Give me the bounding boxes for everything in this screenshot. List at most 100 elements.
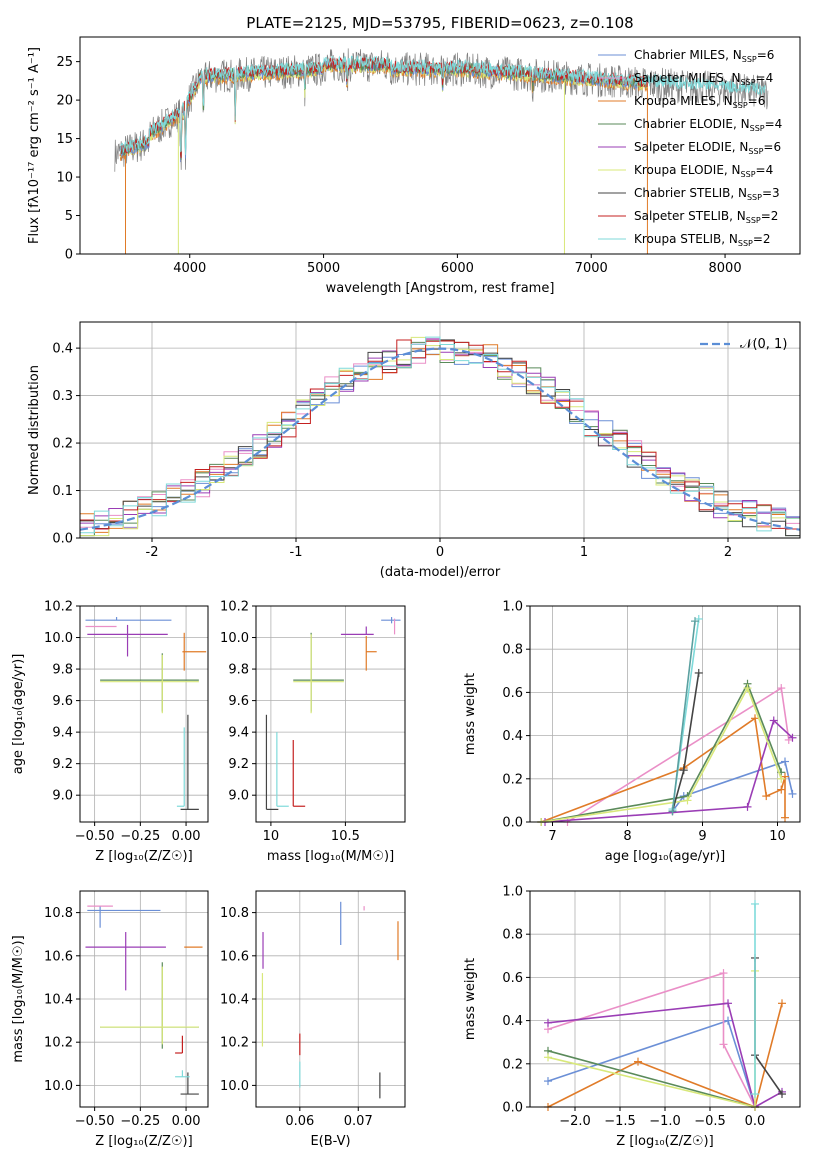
- x-axis-label: E(B-V): [310, 1134, 350, 1149]
- x-tick-label: 8: [623, 829, 631, 844]
- axes-frame: [79, 605, 209, 823]
- y-tick-label: 0: [65, 248, 73, 263]
- x-tick-label: 0.0: [745, 1114, 766, 1129]
- y-tick-label: 20: [56, 94, 73, 109]
- y-tick-label: 9.2: [228, 757, 249, 772]
- x-tick-label: 2: [724, 545, 732, 560]
- y-axis-label: mass [log₁₀(M/M☉)]: [11, 935, 26, 1062]
- y-tick-label: 9.0: [52, 789, 73, 804]
- weight-line: [547, 1003, 783, 1109]
- x-tick-label: −1.0: [649, 1114, 681, 1129]
- weight-line: [547, 1002, 783, 1109]
- x-axis-label: Z [log₁₀(Z/Z☉)]: [95, 1134, 192, 1149]
- panel-0: [76, 61, 726, 258]
- y-tick-label: 0.0: [502, 1101, 523, 1116]
- y-tick-label: 10.8: [44, 906, 73, 921]
- panel-5: [76, 891, 208, 1111]
- x-tick-label: 0.06: [285, 1114, 314, 1129]
- chart-title: PLATE=2125, MJD=53795, FIBERID=0623, z=0…: [246, 14, 633, 32]
- y-tick-label: 10.2: [44, 1036, 73, 1051]
- y-tick-label: 10: [56, 171, 73, 186]
- axes-frame: [529, 605, 801, 823]
- y-tick-label: 10.0: [220, 1079, 249, 1094]
- weight-line: [541, 686, 783, 823]
- y-tick-label: 10.2: [44, 600, 73, 615]
- histogram-series: [80, 336, 800, 537]
- x-tick-label: −0.25: [120, 1114, 160, 1129]
- x-tick-label: 9: [698, 829, 706, 844]
- x-tick-label: −0.5: [694, 1114, 726, 1129]
- y-tick-label: 9.6: [228, 694, 249, 709]
- y-tick-label: 0.4: [502, 729, 523, 744]
- y-tick-label: 10.6: [220, 949, 249, 964]
- y-tick-label: 9.8: [52, 663, 73, 678]
- x-tick-label: −0.50: [75, 1114, 115, 1129]
- y-tick-label: 9.4: [228, 726, 249, 741]
- y-tick-label: 10.2: [220, 600, 249, 615]
- y-tick-label: 0.4: [52, 342, 73, 357]
- y-tick-label: 0.2: [502, 772, 523, 787]
- legend-entry: 𝒩(0, 1): [740, 337, 787, 352]
- y-tick-label: 25: [56, 55, 73, 70]
- y-tick-label: 0.2: [502, 1057, 523, 1072]
- y-tick-label: 0.4: [502, 1014, 523, 1029]
- weight-line: [754, 958, 783, 1095]
- x-tick-label: 10: [263, 829, 280, 844]
- y-tick-label: 0.6: [502, 686, 523, 701]
- y-axis-label: age [log₁₀(age/yr)]: [11, 654, 26, 775]
- y-tick-label: 9.2: [52, 757, 73, 772]
- axes-frame: [79, 36, 801, 255]
- x-tick-label: 8000: [709, 261, 742, 276]
- x-tick-label: 10.5: [331, 829, 360, 844]
- x-tick-label: 10: [769, 829, 786, 844]
- panel-4: [526, 605, 800, 826]
- y-tick-label: 5: [65, 209, 73, 224]
- weight-line: [671, 621, 696, 812]
- y-axis-label: mass weight: [463, 673, 478, 755]
- normal-curve: [79, 347, 801, 531]
- y-tick-label: 10.4: [220, 993, 249, 1008]
- x-tick-label: -1: [290, 545, 303, 560]
- histogram-series: [80, 336, 800, 534]
- legend-entry: Kroupa ELODIE, NSSP=4: [634, 163, 773, 179]
- x-tick-label: −0.50: [75, 829, 115, 844]
- y-tick-label: 9.4: [52, 726, 73, 741]
- x-tick-label: 1: [580, 545, 588, 560]
- y-axis-label: mass weight: [463, 958, 478, 1040]
- x-axis-label: Z [log₁₀(Z/Z☉)]: [616, 1134, 713, 1149]
- panel-6: [252, 891, 405, 1111]
- weight-line: [541, 681, 783, 823]
- x-tick-label: 4000: [173, 261, 206, 276]
- y-tick-label: 10.4: [44, 993, 73, 1008]
- axes-frame: [79, 890, 209, 1108]
- legend-entry: Kroupa STELIB, NSSP=2: [634, 232, 771, 248]
- x-axis-label: Z [log₁₀(Z/Z☉)]: [95, 849, 192, 864]
- y-axis-label: Flux [fλ10⁻¹⁷ erg cm⁻² s⁻¹ A⁻¹]: [27, 47, 42, 244]
- y-tick-label: 10.0: [44, 631, 73, 646]
- y-tick-label: 0.6: [502, 971, 523, 986]
- panel-7: [526, 890, 800, 1111]
- x-tick-label: 0.00: [172, 829, 201, 844]
- y-tick-label: 9.0: [228, 789, 249, 804]
- axes-frame: [255, 890, 406, 1108]
- x-axis-label: wavelength [Angstrom, rest frame]: [326, 281, 555, 296]
- y-tick-label: 10.2: [220, 1036, 249, 1051]
- y-tick-label: 0.2: [52, 437, 73, 452]
- y-tick-label: 1.0: [502, 885, 523, 900]
- legend-entry: Salpeter MILES, NSSP=4: [634, 71, 773, 87]
- y-tick-label: 0.8: [502, 643, 523, 658]
- axes-frame: [529, 890, 801, 1108]
- y-tick-label: 0.8: [502, 928, 523, 943]
- axes-frame: [79, 321, 801, 539]
- y-tick-label: 0.0: [52, 532, 73, 547]
- legend-entry: Salpeter STELIB, NSSP=2: [634, 209, 778, 225]
- series-model: [119, 57, 648, 159]
- y-axis-label: Normed distribution: [27, 365, 42, 495]
- weight-line: [547, 972, 756, 1108]
- y-tick-label: 9.6: [52, 694, 73, 709]
- legend-entry: Kroupa MILES, NSSP=6: [634, 94, 765, 110]
- weight-line: [671, 760, 794, 812]
- x-tick-label: 7: [548, 829, 556, 844]
- y-tick-label: 15: [56, 132, 73, 147]
- y-tick-label: 1.0: [502, 600, 523, 615]
